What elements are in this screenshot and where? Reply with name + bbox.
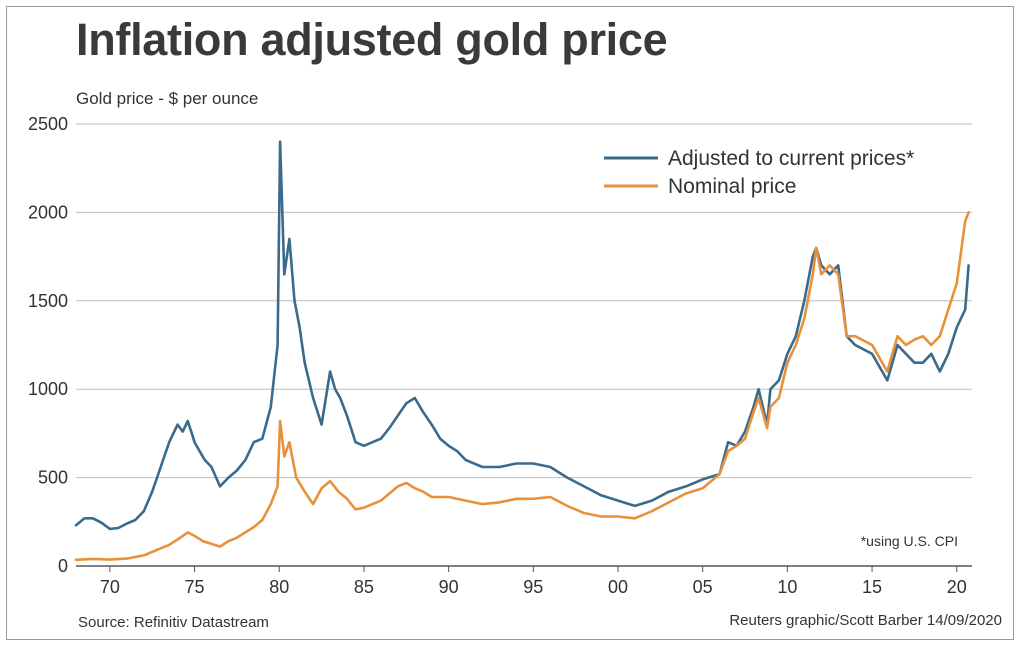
x-tick-label: 80	[269, 577, 289, 597]
legend: Adjusted to current prices* Nominal price	[604, 147, 914, 198]
x-axis-ticks: 70 75 80 85 90 95 00 05 10 15 20	[100, 566, 967, 597]
x-tick-label: 85	[354, 577, 374, 597]
y-axis-label: Gold price - $ per ounce	[76, 89, 259, 108]
y-tick-label: 2500	[28, 114, 68, 134]
series-line-nominal	[74, 211, 970, 562]
x-tick-label: 95	[523, 577, 543, 597]
y-tick-label: 1500	[28, 291, 68, 311]
credit-note: Reuters graphic/Scott Barber 14/09/2020	[729, 612, 1002, 629]
series-lines	[74, 140, 970, 562]
cpi-note: *using U.S. CPI	[861, 533, 958, 549]
x-tick-label: 70	[100, 577, 120, 597]
legend-label-nominal: Nominal price	[668, 175, 796, 198]
y-tick-label: 0	[58, 556, 68, 576]
chart-frame	[6, 6, 1014, 640]
chart-title: Inflation adjusted gold price	[76, 14, 668, 65]
y-tick-label: 1000	[28, 379, 68, 399]
x-tick-label: 90	[439, 577, 459, 597]
gridlines	[76, 123, 972, 567]
legend-label-adjusted: Adjusted to current prices*	[668, 147, 914, 170]
x-tick-label: 20	[947, 577, 967, 597]
source-note: Source: Refinitiv Datastream	[78, 614, 269, 631]
x-tick-label: 15	[862, 577, 882, 597]
y-axis-ticks: 0 500 1000 1500 2000 2500	[28, 114, 68, 576]
x-tick-label: 05	[693, 577, 713, 597]
y-tick-label: 500	[38, 468, 68, 488]
series-line-adjusted	[74, 140, 970, 531]
x-tick-label: 75	[185, 577, 205, 597]
x-tick-label: 00	[608, 577, 628, 597]
y-tick-label: 2000	[28, 202, 68, 222]
x-tick-label: 10	[777, 577, 797, 597]
